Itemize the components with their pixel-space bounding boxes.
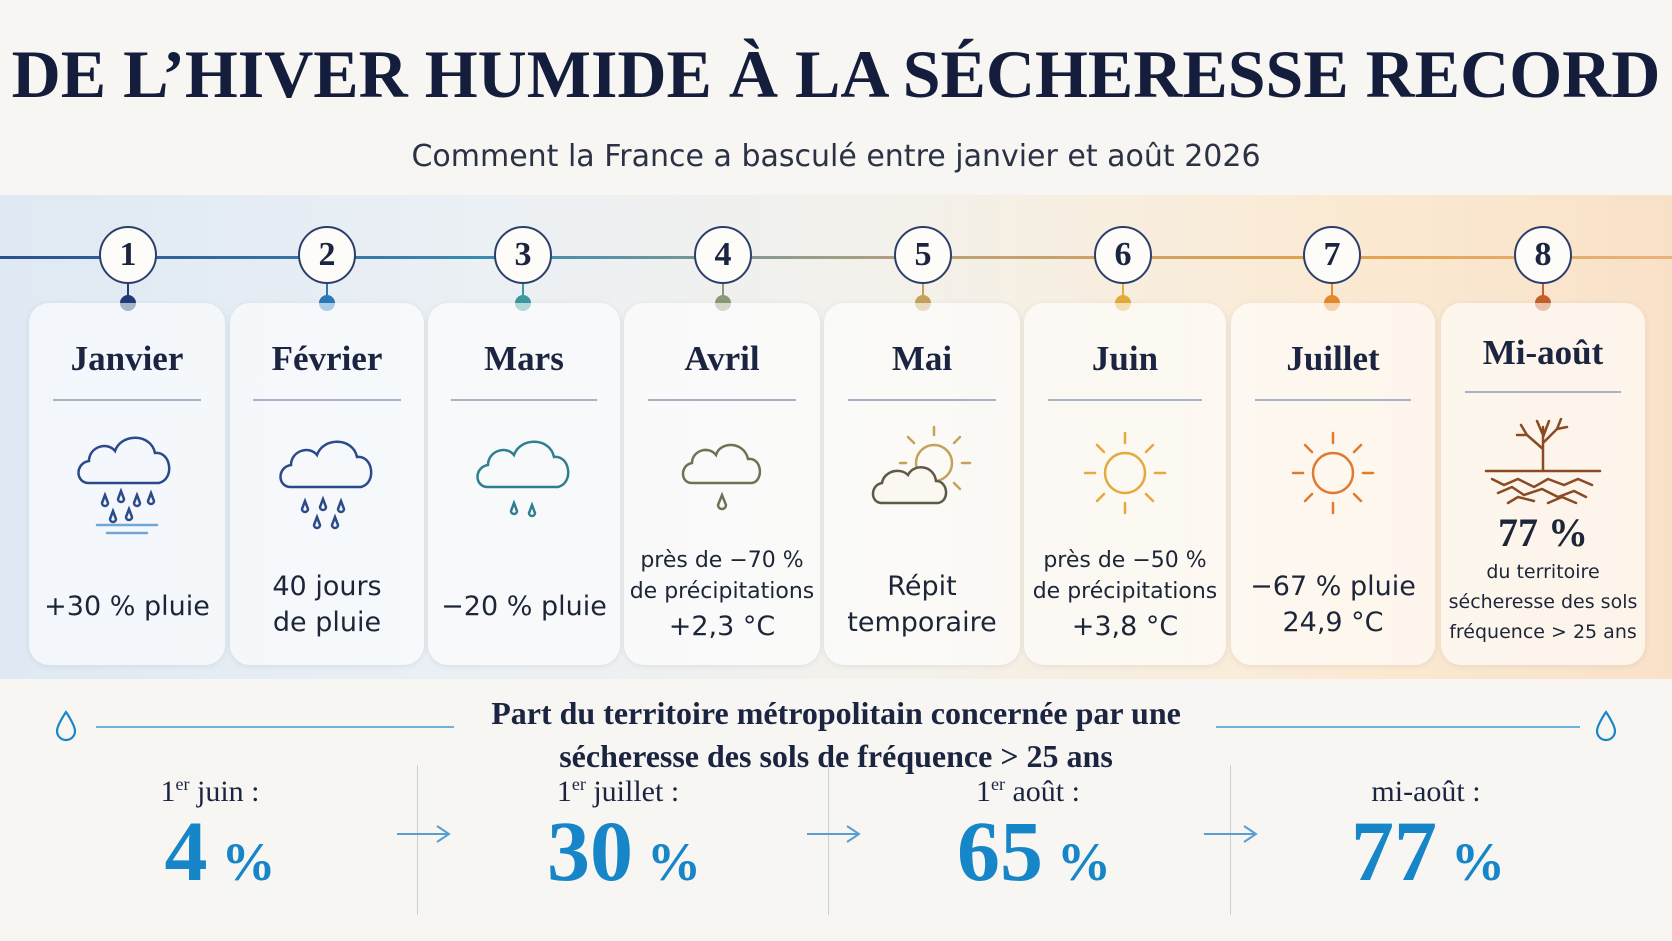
stat-big-value: 77 % — [1498, 510, 1588, 555]
step-stem — [522, 284, 524, 296]
step-number-2: 2 — [298, 226, 356, 284]
step-number-3: 3 — [494, 226, 552, 284]
step-number-1: 1 — [99, 226, 157, 284]
divider — [451, 399, 597, 401]
stat-text: +30 % pluie — [44, 591, 210, 622]
column-separator — [1230, 765, 1231, 915]
divider — [1465, 391, 1621, 393]
month-card-mars: Mars −20 % pluie — [428, 303, 620, 665]
stat-text: −20 % pluie — [441, 591, 607, 622]
divider — [52, 399, 202, 401]
cloud-heavy-rain-icon — [29, 421, 225, 551]
step-stem — [1122, 284, 1124, 296]
month-name: Juin — [1091, 339, 1159, 378]
divider — [253, 399, 401, 401]
month-name: Avril — [684, 339, 760, 378]
stat-value-aout: 65% — [957, 803, 1111, 899]
stat-value-mi-aout: 77% — [1351, 803, 1505, 899]
water-drop-icon — [55, 710, 77, 742]
hot-sun-icon — [1231, 421, 1435, 551]
step-number-8: 8 — [1514, 226, 1572, 284]
stat-text-line-2: temporaire — [847, 607, 997, 638]
divider — [1048, 399, 1202, 401]
water-drop-icon — [1595, 710, 1617, 742]
step-stem — [1331, 284, 1333, 296]
stat-text-line-3: sécheresse des sols — [1448, 591, 1638, 613]
page-title: DE L’HIVER HUMIDE À LA SÉCHERESSE RECORD — [11, 36, 1661, 112]
stat-label-mi-aout: mi-août : — [1371, 775, 1481, 808]
stat-text-line-2: du territoire — [1486, 561, 1600, 583]
divider-line-left — [96, 726, 454, 728]
sun-behind-cloud-icon — [824, 421, 1020, 551]
step-number-4: 4 — [694, 226, 752, 284]
stat-text-line-4: fréquence > 25 ans — [1449, 621, 1637, 643]
month-name: Mars — [484, 339, 564, 378]
arrow-right-icon — [397, 825, 451, 843]
stat-text-line-1: Répit — [887, 571, 957, 602]
month-card-juin: Juin près de −50 % de précipitations +3,… — [1024, 303, 1226, 665]
step-stem — [922, 284, 924, 296]
stat-text-line-1: 40 jours — [272, 571, 382, 602]
stat-text-line-2: de précipitations — [629, 579, 815, 604]
step-stem — [127, 284, 129, 296]
stat-value-juillet: 30% — [547, 803, 701, 899]
stat-text-line-2: de précipitations — [1032, 579, 1218, 604]
month-name: Février — [271, 339, 383, 378]
column-separator — [828, 765, 829, 915]
stat-text-line-3: +2,3 °C — [668, 611, 776, 642]
month-name: Janvier — [70, 339, 184, 378]
sun-icon — [1024, 421, 1226, 551]
summary-title: Part du territoire métropolitain concern… — [491, 695, 1181, 774]
month-card-janvier: Janvier +30 % pluie — [29, 303, 225, 665]
divider — [1255, 399, 1411, 401]
cloud-drop-icon — [624, 421, 820, 551]
stat-text-line-3: +3,8 °C — [1071, 611, 1179, 642]
arrow-right-icon — [1204, 825, 1258, 843]
divider — [847, 399, 997, 401]
step-number-5: 5 — [894, 226, 952, 284]
step-number-7: 7 — [1303, 226, 1361, 284]
stat-label-juillet: 1er juillet : — [556, 774, 680, 808]
step-stem — [722, 284, 724, 296]
stat-value-juin: 4% — [164, 803, 276, 899]
arrow-right-icon — [807, 825, 861, 843]
month-name: Mi-août — [1482, 333, 1604, 372]
stat-text-line-1: −67 % pluie — [1250, 571, 1416, 602]
month-card-fevrier: Février 40 jours de pluie — [230, 303, 424, 665]
month-name: Mai — [891, 339, 953, 378]
stat-text-line-2: 24,9 °C — [1282, 607, 1384, 638]
month-name: Juillet — [1286, 339, 1380, 378]
step-stem — [1542, 284, 1544, 296]
divider-line-right — [1216, 726, 1580, 728]
cloud-rain-icon — [230, 421, 424, 551]
page-subtitle: Comment la France a basculé entre janvie… — [411, 139, 1261, 174]
month-card-mi-aout: Mi-août 77 % du territoire sécheresse de… — [1441, 303, 1645, 665]
month-card-juillet: Juillet −67 % pluie 24,9 °C — [1231, 303, 1435, 665]
month-card-avril: Avril près de −70 % de précipitations +2… — [624, 303, 820, 665]
stat-label-aout: 1er août : — [976, 774, 1080, 808]
step-stem — [326, 284, 328, 296]
cloud-light-rain-icon — [428, 421, 620, 551]
stat-text-line-1: près de −70 % — [640, 548, 804, 573]
divider — [647, 399, 797, 401]
stat-text-line-1: près de −50 % — [1043, 548, 1207, 573]
timeline-line — [0, 256, 1672, 259]
stat-text-line-2: de pluie — [272, 607, 382, 638]
dry-tree-cracked-soil-icon — [1441, 409, 1645, 509]
step-number-6: 6 — [1094, 226, 1152, 284]
column-separator — [417, 765, 418, 915]
stat-label-juin: 1er juin : — [160, 774, 260, 808]
month-card-mai: Mai Répit temporaire — [824, 303, 1020, 665]
